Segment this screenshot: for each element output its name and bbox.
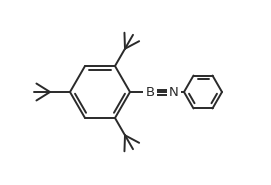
Text: B: B xyxy=(146,85,154,98)
Text: N: N xyxy=(169,85,179,98)
